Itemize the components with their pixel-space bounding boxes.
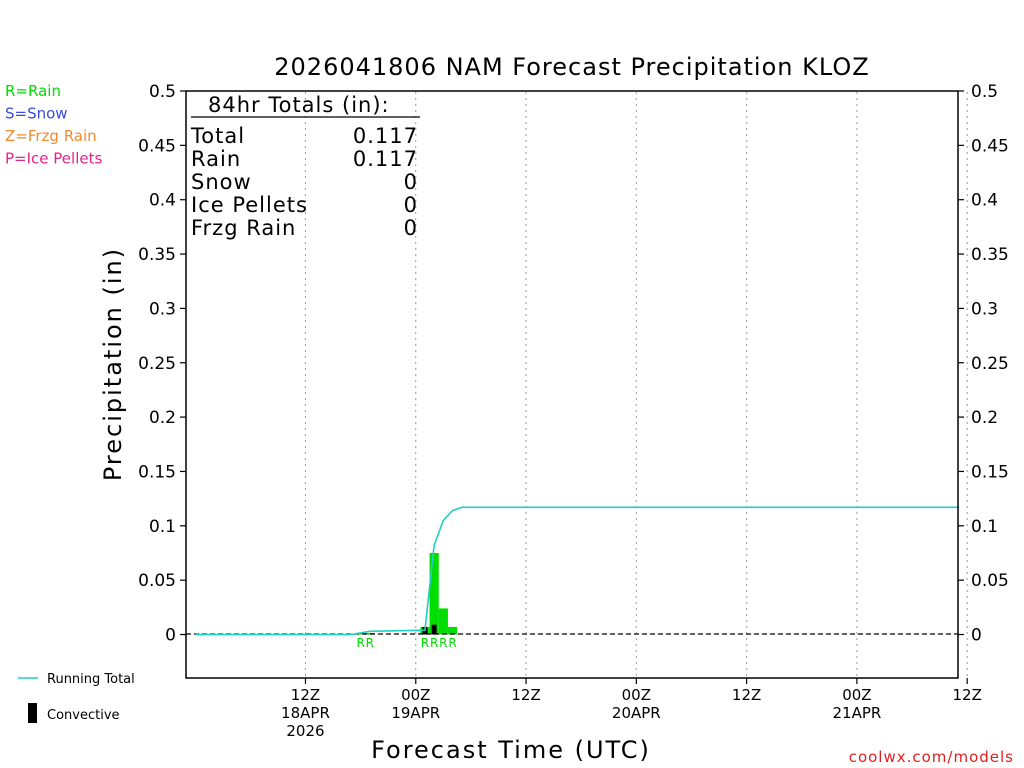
y-tick-label: 0.1 bbox=[149, 517, 176, 537]
totals-value: 0.117 bbox=[353, 147, 418, 171]
ptype-legend-item: S=Snow bbox=[5, 105, 68, 123]
y-tick-label: 0.25 bbox=[971, 354, 1009, 374]
y-axis-label: Precipitation (in) bbox=[99, 247, 127, 481]
ptype-label: R bbox=[421, 636, 429, 650]
y-tick-label: 0.35 bbox=[138, 245, 176, 265]
x-tick-label: 12Z bbox=[511, 686, 540, 704]
y-tick-label: 0.05 bbox=[138, 571, 176, 591]
x-tick-label: 12Z bbox=[291, 686, 320, 704]
chart-title: 2026041806 NAM Forecast Precipitation KL… bbox=[274, 53, 869, 81]
totals-label: Snow bbox=[191, 170, 252, 194]
ptype-label: R bbox=[448, 636, 456, 650]
totals-label: Rain bbox=[191, 147, 241, 171]
y-tick-label: 0.45 bbox=[971, 136, 1009, 156]
y-tick-label: 0.15 bbox=[138, 462, 176, 482]
y-tick-label: 0.4 bbox=[971, 191, 998, 211]
x-tick-label: 2026 bbox=[286, 722, 324, 740]
x-tick-label: 12Z bbox=[732, 686, 761, 704]
totals-label: Total bbox=[190, 124, 245, 148]
ptype-label: R bbox=[366, 636, 374, 650]
y-tick-label: 0.3 bbox=[971, 299, 998, 319]
x-tick-label: 21APR bbox=[832, 704, 881, 722]
y-axis-right: 0.5 0.45 0.4 0.35 0.3 0.25 0.2 0.15 0.1 0.05 0 bbox=[958, 82, 1009, 646]
ptype-legend-item: Z=Frzg Rain bbox=[5, 127, 97, 145]
gridlines bbox=[304, 92, 968, 677]
y-tick-label: 0.4 bbox=[149, 191, 176, 211]
y-axis-left: 0.5 0.45 0.4 0.35 0.3 0.25 0.2 0.15 0.1 0.05 0 bbox=[138, 82, 186, 646]
convective-bar bbox=[431, 624, 437, 635]
totals-value: 0 bbox=[404, 170, 418, 194]
totals-header: 84hr Totals (in): bbox=[208, 93, 390, 117]
precip-bar bbox=[356, 632, 366, 635]
series-legend: Running Total Convective bbox=[18, 672, 135, 723]
y-tick-label: 0.2 bbox=[971, 408, 998, 428]
x-tick-label: 12Z bbox=[953, 686, 982, 704]
precip-bar bbox=[365, 632, 375, 635]
y-tick-label: 0.25 bbox=[138, 354, 176, 374]
totals-value: 0.117 bbox=[353, 124, 418, 148]
x-tick-label: 19APR bbox=[391, 704, 440, 722]
y-tick-label: 0 bbox=[971, 626, 982, 646]
totals-value: 0 bbox=[404, 216, 418, 240]
ptype-legend-item: R=Rain bbox=[5, 82, 61, 100]
ptype-legend-item: P=Ice Pellets bbox=[5, 150, 102, 168]
credit-text: coolwx.com/models bbox=[849, 748, 1014, 766]
y-tick-label: 0.5 bbox=[149, 82, 176, 102]
x-tick-label: 20APR bbox=[612, 704, 661, 722]
x-tick-label: 18APR bbox=[281, 704, 330, 722]
y-tick-label: 0.15 bbox=[971, 462, 1009, 482]
y-tick-label: 0.2 bbox=[149, 408, 176, 428]
y-tick-label: 0.1 bbox=[971, 517, 998, 537]
y-tick-label: 0.45 bbox=[138, 136, 176, 156]
precip-bar bbox=[447, 626, 458, 635]
ptype-legend: R=Rain S=Snow Z=Frzg Rain P=Ice Pellets bbox=[5, 82, 102, 168]
x-tick-label: 00Z bbox=[401, 686, 430, 704]
running-total-line bbox=[195, 506, 958, 636]
totals-label: Frzg Rain bbox=[191, 216, 296, 240]
ptype-label: R bbox=[439, 636, 447, 650]
y-tick-label: 0.35 bbox=[971, 245, 1009, 265]
plot-frame bbox=[185, 90, 959, 679]
y-tick-label: 0.3 bbox=[149, 299, 176, 319]
precip-bar bbox=[438, 608, 448, 635]
convective-legend-swatch bbox=[28, 703, 37, 723]
y-tick-label: 0 bbox=[165, 626, 176, 646]
totals-value: 0 bbox=[404, 193, 418, 217]
precip-bar bbox=[429, 552, 439, 635]
totals-label: Ice Pellets bbox=[191, 193, 308, 217]
x-tick-label: 00Z bbox=[622, 686, 651, 704]
x-tick-label: 00Z bbox=[842, 686, 871, 704]
totals-box: 84hr Totals (in): Total 0.117 Rain 0.117 Sno… bbox=[190, 93, 420, 240]
running-total-legend-label: Running Total bbox=[47, 672, 135, 687]
ptype-label: R bbox=[356, 636, 364, 650]
y-tick-label: 0.5 bbox=[971, 82, 998, 102]
ptype-label: R bbox=[430, 636, 438, 650]
convective-legend-label: Convective bbox=[47, 708, 120, 723]
y-tick-label: 0.05 bbox=[971, 571, 1009, 591]
x-axis-label: Forecast Time (UTC) bbox=[371, 736, 651, 764]
